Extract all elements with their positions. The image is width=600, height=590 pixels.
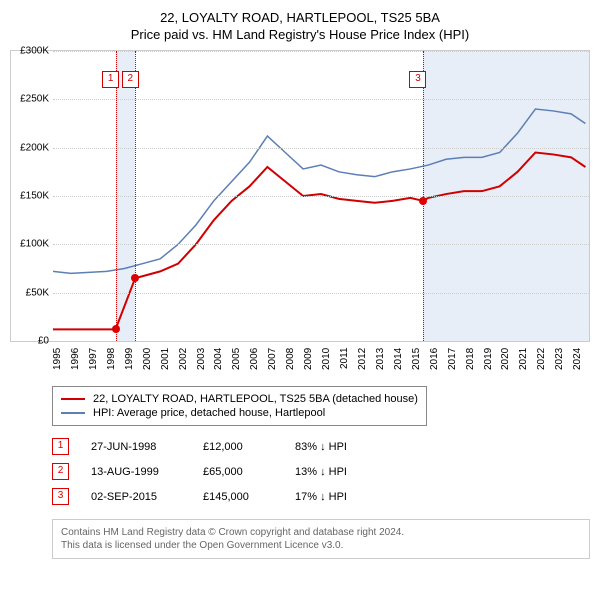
sale-pct: 17% ↓ HPI bbox=[295, 491, 347, 503]
sale-price: £65,000 bbox=[203, 466, 273, 478]
x-tick: 2024 bbox=[572, 342, 590, 378]
x-tick: 2019 bbox=[483, 342, 501, 378]
chart-area: £0£50K£100K£150K£200K£250K£300K 123 bbox=[10, 50, 590, 342]
x-tick: 2016 bbox=[429, 342, 447, 378]
series-hpi bbox=[53, 109, 585, 273]
x-tick: 2002 bbox=[178, 342, 196, 378]
x-tick: 1998 bbox=[106, 342, 124, 378]
y-tick: £0 bbox=[38, 336, 49, 347]
sales-table: 1 27-JUN-1998 £12,000 83% ↓ HPI 2 13-AUG… bbox=[52, 434, 590, 509]
x-tick: 2023 bbox=[554, 342, 572, 378]
x-tick: 2001 bbox=[160, 342, 178, 378]
sale-price: £145,000 bbox=[203, 491, 273, 503]
legend-item: HPI: Average price, detached house, Hart… bbox=[61, 406, 418, 420]
title-subtitle: Price paid vs. HM Land Registry's House … bbox=[10, 27, 590, 42]
x-tick: 2005 bbox=[231, 342, 249, 378]
title-address: 22, LOYALTY ROAD, HARTLEPOOL, TS25 5BA bbox=[10, 10, 590, 25]
x-tick: 2015 bbox=[411, 342, 429, 378]
sale-date: 02-SEP-2015 bbox=[91, 491, 181, 503]
sale-marker: 1 bbox=[52, 438, 69, 455]
x-tick: 2012 bbox=[357, 342, 375, 378]
y-tick: £150K bbox=[20, 191, 49, 202]
sale-marker: 3 bbox=[409, 71, 426, 88]
x-tick: 2000 bbox=[142, 342, 160, 378]
legend-label: HPI: Average price, detached house, Hart… bbox=[93, 407, 325, 419]
x-tick: 2022 bbox=[536, 342, 554, 378]
grid-line bbox=[53, 244, 589, 245]
sale-vline bbox=[116, 51, 117, 341]
y-tick: £50K bbox=[26, 287, 49, 298]
sale-marker: 2 bbox=[52, 463, 69, 480]
attribution-line: Contains HM Land Registry data © Crown c… bbox=[61, 526, 581, 539]
sale-dot bbox=[419, 197, 427, 205]
plot-area: 12 3 bbox=[53, 51, 589, 341]
legend-swatch bbox=[61, 412, 85, 414]
x-tick: 2003 bbox=[196, 342, 214, 378]
grid-line bbox=[53, 148, 589, 149]
grid-line bbox=[53, 293, 589, 294]
chart-title-block: 22, LOYALTY ROAD, HARTLEPOOL, TS25 5BA P… bbox=[10, 10, 590, 42]
sale-row: 2 13-AUG-1999 £65,000 13% ↓ HPI bbox=[52, 459, 590, 484]
grid-line bbox=[53, 99, 589, 100]
x-tick: 2006 bbox=[249, 342, 267, 378]
x-tick: 2014 bbox=[393, 342, 411, 378]
legend-label: 22, LOYALTY ROAD, HARTLEPOOL, TS25 5BA (… bbox=[93, 393, 418, 405]
sale-marker: 3 bbox=[52, 488, 69, 505]
x-tick: 1999 bbox=[124, 342, 142, 378]
x-tick: 2011 bbox=[339, 342, 357, 378]
y-tick: £250K bbox=[20, 94, 49, 105]
sale-pct: 83% ↓ HPI bbox=[295, 441, 347, 453]
x-axis: 1995199619971998199920002001200220032004… bbox=[52, 342, 590, 378]
sale-date: 13-AUG-1999 bbox=[91, 466, 181, 478]
sale-marker: 2 bbox=[122, 71, 139, 88]
grid-line bbox=[53, 196, 589, 197]
sale-price: £12,000 bbox=[203, 441, 273, 453]
sale-vline bbox=[135, 51, 136, 341]
x-tick: 2013 bbox=[375, 342, 393, 378]
sale-date: 27-JUN-1998 bbox=[91, 441, 181, 453]
x-tick: 2017 bbox=[447, 342, 465, 378]
x-tick: 2010 bbox=[321, 342, 339, 378]
x-tick: 2004 bbox=[213, 342, 231, 378]
x-tick: 1997 bbox=[88, 342, 106, 378]
x-tick: 2008 bbox=[285, 342, 303, 378]
legend: 22, LOYALTY ROAD, HARTLEPOOL, TS25 5BA (… bbox=[52, 386, 427, 426]
sale-marker: 1 bbox=[102, 71, 119, 88]
x-tick: 2021 bbox=[518, 342, 536, 378]
sale-dot bbox=[131, 274, 139, 282]
sale-pct: 13% ↓ HPI bbox=[295, 466, 347, 478]
x-tick: 2009 bbox=[303, 342, 321, 378]
y-axis: £0£50K£100K£150K£200K£250K£300K bbox=[11, 51, 53, 341]
legend-item: 22, LOYALTY ROAD, HARTLEPOOL, TS25 5BA (… bbox=[61, 392, 418, 406]
x-tick: 2020 bbox=[500, 342, 518, 378]
attribution: Contains HM Land Registry data © Crown c… bbox=[52, 519, 590, 559]
x-tick: 2007 bbox=[267, 342, 285, 378]
x-tick: 1996 bbox=[70, 342, 88, 378]
attribution-line: This data is licensed under the Open Gov… bbox=[61, 539, 581, 552]
y-tick: £200K bbox=[20, 142, 49, 153]
sale-dot bbox=[112, 325, 120, 333]
grid-line bbox=[53, 51, 589, 52]
y-tick: £100K bbox=[20, 239, 49, 250]
sale-row: 3 02-SEP-2015 £145,000 17% ↓ HPI bbox=[52, 484, 590, 509]
legend-swatch bbox=[61, 398, 85, 400]
sale-row: 1 27-JUN-1998 £12,000 83% ↓ HPI bbox=[52, 434, 590, 459]
y-tick: £300K bbox=[20, 46, 49, 57]
series-price_paid bbox=[53, 153, 585, 330]
x-tick: 2018 bbox=[465, 342, 483, 378]
x-tick: 1995 bbox=[52, 342, 70, 378]
